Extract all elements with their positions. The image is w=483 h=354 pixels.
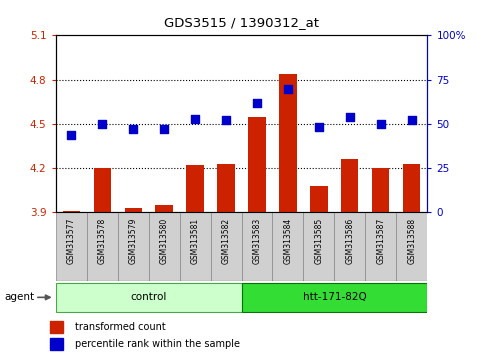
Bar (156, 205, 172, 212)
Bar (311, 186, 327, 212)
Bar (217, 164, 235, 212)
Bar (366, 212, 397, 281)
Point (222, 118, 230, 123)
Point (191, 116, 199, 121)
Bar (334, 212, 366, 281)
Bar (186, 165, 203, 212)
Text: transformed count: transformed count (75, 322, 166, 332)
Text: GSM313578: GSM313578 (98, 218, 107, 264)
Point (284, 86, 292, 91)
Bar (149, 212, 180, 281)
Bar (242, 212, 272, 281)
Bar (272, 212, 303, 281)
Text: htt-171-82Q: htt-171-82Q (303, 292, 366, 302)
Text: GSM313585: GSM313585 (314, 218, 324, 264)
Text: GSM313584: GSM313584 (284, 218, 293, 264)
Point (98, 121, 106, 127)
Text: GSM313586: GSM313586 (345, 218, 355, 264)
Point (346, 114, 354, 120)
Bar (211, 212, 242, 281)
Text: GDS3515 / 1390312_at: GDS3515 / 1390312_at (164, 16, 319, 29)
Text: GSM313577: GSM313577 (67, 218, 75, 264)
Text: GSM313582: GSM313582 (222, 218, 230, 264)
Bar (56, 212, 86, 281)
Text: GSM313581: GSM313581 (190, 218, 199, 264)
Point (408, 118, 416, 123)
Bar (372, 168, 389, 212)
Bar (242, 283, 427, 312)
Point (315, 125, 323, 130)
Bar (403, 164, 421, 212)
Bar (56, 283, 242, 312)
Point (67, 132, 75, 137)
Bar (303, 212, 334, 281)
Bar (397, 212, 427, 281)
Bar (180, 212, 211, 281)
Point (377, 121, 385, 127)
Bar (94, 168, 111, 212)
Text: GSM313588: GSM313588 (408, 218, 416, 264)
Bar (50, 338, 63, 350)
Bar (62, 211, 80, 212)
Text: percentile rank within the sample: percentile rank within the sample (75, 339, 240, 349)
Bar (280, 74, 297, 212)
Text: control: control (130, 292, 167, 302)
Bar (248, 116, 266, 212)
Bar (86, 212, 117, 281)
Bar (341, 159, 358, 212)
Text: GSM313583: GSM313583 (253, 218, 261, 264)
Text: GSM313587: GSM313587 (376, 218, 385, 264)
Bar (125, 208, 142, 212)
Bar (117, 212, 149, 281)
Point (253, 100, 261, 105)
Bar (50, 321, 63, 333)
Text: GSM313579: GSM313579 (128, 218, 138, 264)
Text: GSM313580: GSM313580 (159, 218, 169, 264)
Text: agent: agent (5, 292, 35, 302)
Point (129, 126, 137, 132)
Point (160, 126, 168, 132)
